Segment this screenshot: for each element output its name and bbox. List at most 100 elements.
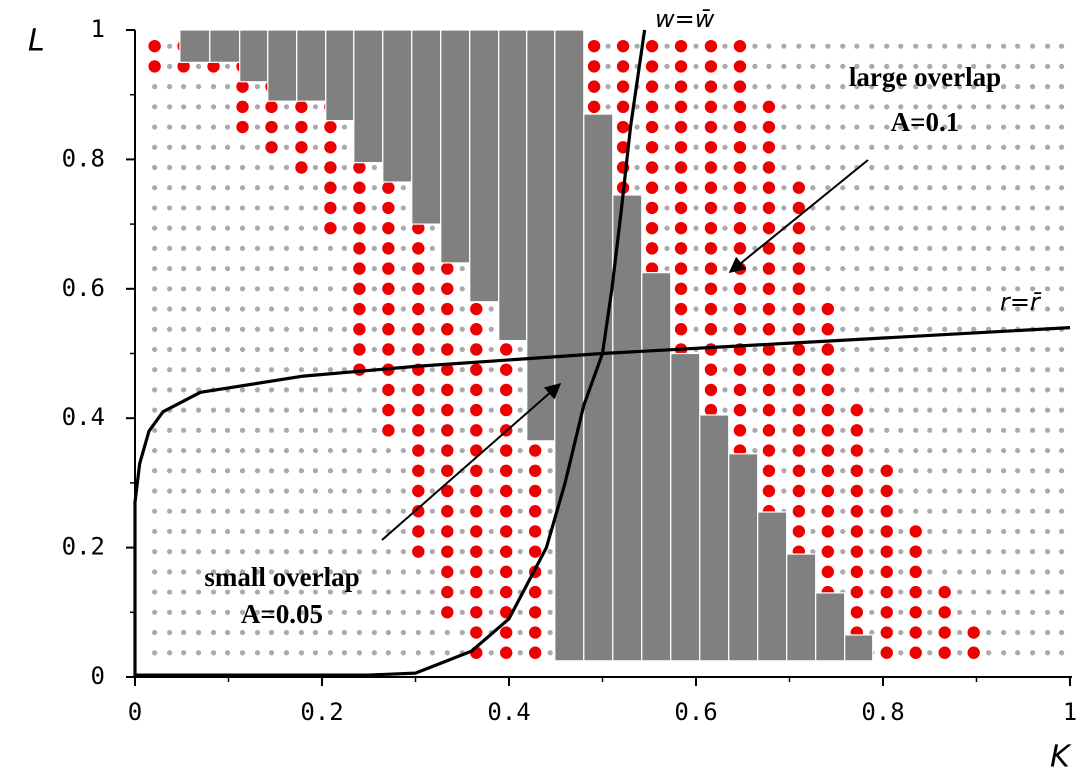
grid-dot: [283, 549, 290, 555]
grid-dot: [298, 609, 305, 615]
grid-dot: [898, 205, 904, 211]
red-dot: [441, 444, 454, 457]
grid-dot: [312, 346, 319, 353]
grid-dot: [927, 407, 933, 413]
grid-dot: [356, 427, 362, 433]
grid-dot: [1001, 144, 1007, 150]
grid-dot: [254, 387, 261, 393]
grid-dot: [1015, 265, 1021, 272]
grid-dot: [312, 488, 319, 494]
grid-dot: [152, 508, 158, 514]
grid-dot: [1015, 63, 1021, 69]
grid-dot: [913, 468, 919, 474]
grid-dot: [693, 326, 699, 332]
grid-dot: [1030, 528, 1036, 535]
red-dot: [645, 120, 659, 134]
red-dot: [850, 505, 864, 518]
red-dot: [762, 444, 776, 457]
red-dot: [967, 646, 980, 659]
bar: [209, 29, 241, 63]
grid-dot: [459, 447, 465, 454]
grid-dot: [298, 245, 305, 251]
x-axis-label: K: [1050, 740, 1072, 775]
grid-dot: [1001, 589, 1007, 595]
arrow: [728, 159, 869, 274]
red-dot: [674, 161, 688, 174]
grid-dot: [166, 589, 173, 595]
grid-dot: [298, 569, 305, 575]
grid-dot: [327, 609, 334, 615]
grid-dot: [1030, 124, 1036, 130]
grid-dot: [752, 286, 758, 292]
grid-dot: [312, 629, 319, 636]
grid-dot: [312, 427, 319, 433]
grid-dot: [312, 468, 319, 474]
grid-dot: [693, 63, 699, 69]
grid-dot: [869, 326, 875, 332]
grid-dot: [840, 185, 846, 191]
grid-dot: [634, 104, 640, 110]
grid-dot: [268, 306, 275, 312]
grid-dot: [1030, 488, 1036, 494]
grid-dot: [254, 124, 261, 130]
grid-dot: [781, 205, 787, 211]
red-dot: [499, 646, 513, 659]
grid-dot: [927, 549, 933, 555]
grid-dot: [517, 447, 523, 454]
red-dot: [645, 39, 659, 53]
grid-dot: [268, 589, 275, 595]
grid-dot: [1044, 629, 1051, 636]
grid-dot: [298, 205, 305, 211]
grid-dot: [942, 205, 948, 211]
grid-dot: [957, 286, 963, 292]
red-dot: [441, 262, 454, 275]
red-dot: [528, 484, 542, 498]
grid-dot: [224, 589, 231, 595]
red-dot: [674, 60, 688, 73]
red-dot: [353, 262, 366, 275]
grid-dot: [312, 589, 319, 595]
grid-dot: [400, 650, 406, 656]
red-dot: [236, 100, 249, 114]
grid-dot: [195, 326, 202, 332]
grid-dot: [810, 63, 816, 69]
grid-dot: [1044, 104, 1051, 110]
grid-dot: [312, 387, 319, 393]
grid-dot: [166, 549, 173, 555]
grid-dot: [429, 225, 435, 231]
grid-dot: [283, 164, 290, 171]
grid-dot: [181, 124, 187, 130]
grid-dot: [810, 528, 816, 535]
bar: [786, 553, 817, 662]
grid-dot: [400, 609, 406, 615]
grid-dot: [341, 427, 348, 433]
red-dot: [265, 100, 278, 114]
red-dot: [733, 161, 747, 174]
grid-dot: [1015, 104, 1021, 110]
grid-dot: [547, 549, 553, 555]
red-dot: [499, 565, 513, 579]
red-dot: [909, 626, 922, 639]
grid-dot: [195, 367, 202, 373]
grid-dot: [927, 326, 933, 332]
grid-dot: [429, 508, 435, 514]
grid-dot: [283, 225, 290, 231]
grid-dot: [1030, 225, 1036, 231]
red-dot: [265, 120, 278, 134]
grid-dot: [884, 387, 890, 393]
grid-dot: [810, 245, 816, 251]
red-dot: [821, 403, 835, 417]
grid-dot: [341, 205, 348, 211]
grid-dot: [1001, 387, 1007, 393]
grid-dot: [752, 427, 758, 433]
red-dot: [733, 323, 747, 336]
red-dot: [470, 565, 483, 579]
grid-dot: [942, 124, 948, 130]
grid-dot: [371, 185, 377, 191]
grid-dot: [884, 265, 890, 272]
grid-dot: [283, 508, 290, 514]
red-dot: [470, 545, 483, 558]
grid-dot: [224, 104, 231, 110]
grid-dot: [341, 468, 348, 474]
annotation: A=0.05: [241, 599, 323, 629]
